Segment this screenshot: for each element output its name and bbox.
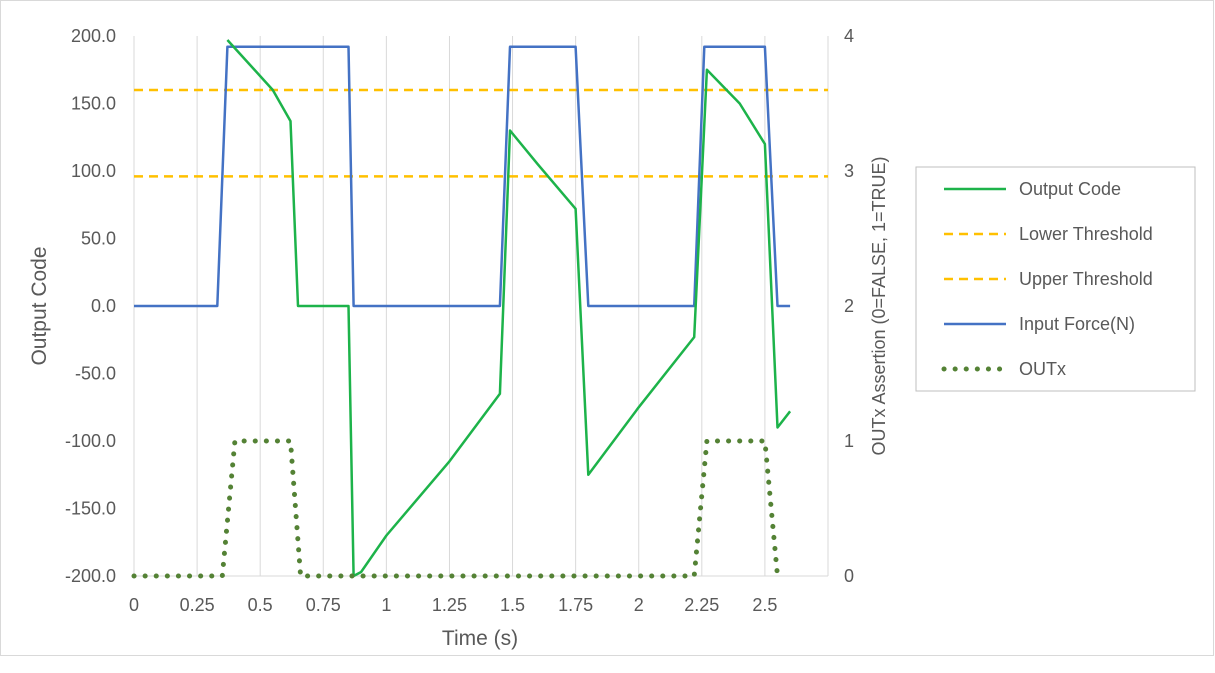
- y-tick-label: 100.0: [71, 161, 116, 181]
- tick-labels: 0 0.25 0.5 0.75 1 1.25 1.5 1.75 2 2.25 2.5200.0150…: [65, 26, 854, 615]
- y2-tick-label: 4: [844, 26, 854, 46]
- series-layer: [131, 39, 828, 579]
- series-outx: [131, 438, 780, 579]
- x-tick-label: 2.5: [752, 595, 777, 615]
- legend-label: Lower Threshold: [1019, 224, 1153, 244]
- y2-tick-label: 2: [844, 296, 854, 316]
- y-tick-label: -150.0: [65, 499, 116, 519]
- legend-label: Output Code: [1019, 179, 1121, 199]
- x-tick-label: 1: [381, 595, 391, 615]
- x-tick-label: 0.5: [248, 595, 273, 615]
- x-tick-label: 1.5: [500, 595, 525, 615]
- x-tick-label: 1.25: [432, 595, 467, 615]
- y2-axis-title: OUTx Assertion (0=FALSE, 1=TRUE): [869, 156, 889, 455]
- y-axis-title: Output Code: [28, 246, 51, 365]
- legend-label: OUTx: [1019, 359, 1066, 379]
- x-tick-label: 2.25: [684, 595, 719, 615]
- legend-label: Upper Threshold: [1019, 269, 1153, 289]
- series-input-force-n: [134, 45, 791, 308]
- x-tick-label: 1.75: [558, 595, 593, 615]
- x-tick-label: 0.25: [180, 595, 215, 615]
- series-output-code: [226, 39, 792, 578]
- y-tick-label: 200.0: [71, 26, 116, 46]
- x-tick-label: 0: [129, 595, 139, 615]
- legend-items: Output Code Lower Threshold Upper Threshol…: [941, 179, 1153, 379]
- y-tick-label: -200.0: [65, 566, 116, 586]
- y2-tick-label: 1: [844, 431, 854, 451]
- x-tick-label: 0.75: [306, 595, 341, 615]
- y-tick-label: 50.0: [81, 229, 116, 249]
- y-tick-label: -50.0: [75, 364, 116, 384]
- y-tick-label: 150.0: [71, 94, 116, 114]
- y-tick-label: 0.0: [91, 296, 116, 316]
- y2-tick-label: 3: [844, 161, 854, 181]
- x-axis-title: Time (s): [442, 627, 518, 650]
- y2-tick-label: 0: [844, 566, 854, 586]
- y-tick-label: -100.0: [65, 431, 116, 451]
- legend-label: Input Force(N): [1019, 314, 1135, 334]
- legend: Output Code Lower Threshold Upper Threshol…: [915, 166, 1196, 392]
- x-tick-label: 2: [634, 595, 644, 615]
